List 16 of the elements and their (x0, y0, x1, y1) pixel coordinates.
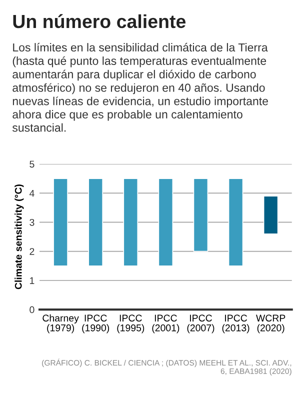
y-axis-title: Climate sensitivity (°C) (14, 184, 24, 290)
x-tick-label: IPCC (2013) (222, 314, 250, 334)
x-tick-label: IPCC (2001) (152, 314, 180, 334)
y-tick-label: 2 (30, 248, 34, 255)
y-tick-label: 5 (30, 160, 34, 168)
x-tick-label: IPCC (2007) (187, 314, 214, 334)
y-tick-label: 4 (29, 190, 34, 197)
x-tick-label: Charney (1979) (42, 314, 79, 334)
chart-title: Un número caliente (13, 14, 186, 28)
y-tick-label: 3 (30, 218, 34, 226)
x-tick-label: IPCC (1990) (82, 314, 110, 334)
chart-subtitle: Los límites en la sensibilidad climática de la Tierra (hasta qué punto las temperaturas eventualmente aumentarán para duplicar el dióxido de carbono atmosférico) no se redujeron en 40 años. Usando nuevas líneas de evidencia, un estudio importante ahora dice que es probable un calentamiento sustancial. (12, 42, 268, 132)
x-tick-label: WCRP (2020) (256, 314, 286, 334)
x-tick-label: IPCC (1995) (117, 314, 144, 334)
y-tick-label: 1 (30, 277, 34, 284)
y-tick-label: 0 (30, 306, 34, 314)
